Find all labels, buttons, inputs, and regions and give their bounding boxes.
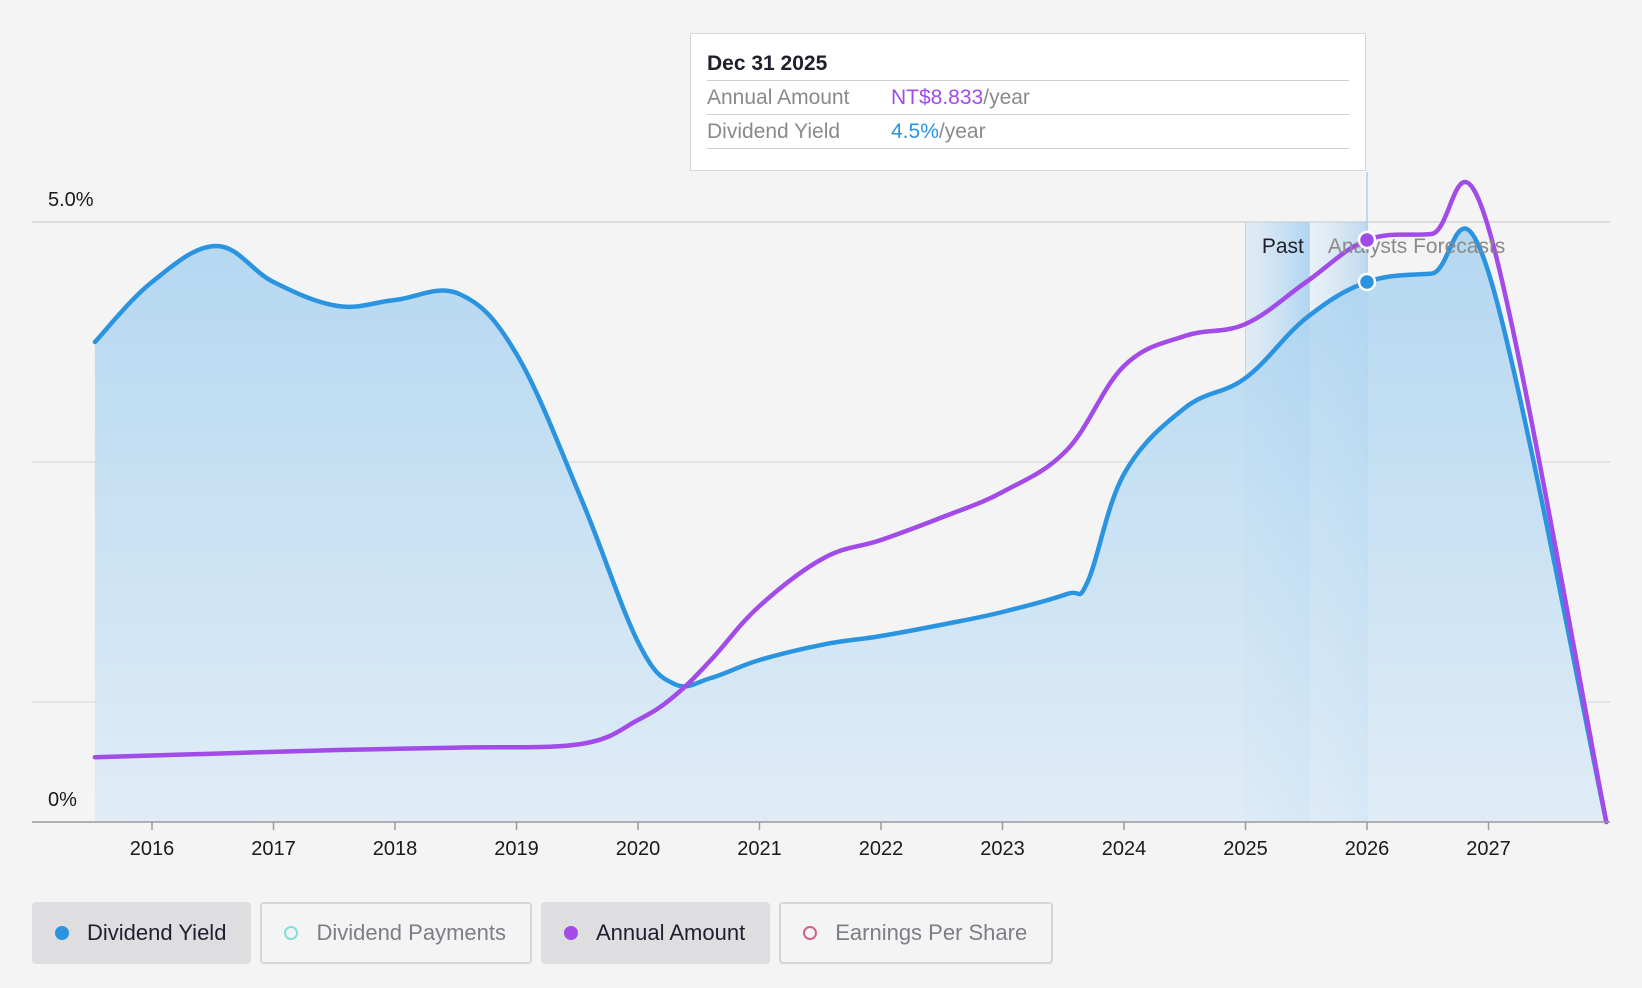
tooltip-value: NT$8.833 bbox=[891, 86, 984, 109]
tooltip-label: Dividend Yield bbox=[707, 120, 841, 143]
dividend-payments-ring-icon bbox=[284, 926, 299, 940]
legend-label: Earnings Per Share bbox=[835, 920, 1028, 945]
annual-amount-line bbox=[92, 179, 1609, 825]
legend-label: Annual Amount bbox=[595, 920, 746, 945]
x-tick-label: 2023 bbox=[980, 838, 1025, 860]
x-tick-label: 2017 bbox=[251, 838, 296, 860]
dividend-yield-hover-point bbox=[1357, 272, 1377, 292]
tooltip-label: Annual Amount bbox=[707, 86, 850, 109]
legend: Dividend Yield Dividend Payments Annual … bbox=[32, 902, 1054, 964]
earnings-per-share-ring-icon bbox=[803, 926, 818, 940]
x-tick-label: 2021 bbox=[737, 838, 782, 860]
tooltip-row-annual-amount: Annual Amount NT$8.833 /year bbox=[707, 81, 1349, 115]
x-tick-label: 2025 bbox=[1223, 838, 1268, 860]
legend-label: Dividend Yield bbox=[87, 920, 227, 945]
tooltip-date: Dec 31 2025 bbox=[707, 48, 1349, 81]
y-tick-label: 0% bbox=[48, 789, 77, 811]
annual-amount-dot-icon bbox=[563, 926, 578, 940]
x-tick-label: 2024 bbox=[1102, 838, 1147, 860]
y-tick-label: 5.0% bbox=[48, 189, 94, 211]
legend-dividend-yield[interactable]: Dividend Yield bbox=[32, 902, 252, 964]
x-tick-label: 2018 bbox=[373, 838, 418, 860]
dividend-yield-dot-icon bbox=[55, 926, 69, 940]
legend-label: Dividend Payments bbox=[316, 920, 506, 945]
x-tick-label: 2020 bbox=[616, 838, 661, 860]
x-tick-label: 2016 bbox=[130, 838, 175, 860]
legend-dividend-payments[interactable]: Dividend Payments bbox=[260, 902, 532, 964]
past-label: Past bbox=[1262, 235, 1304, 258]
dividend-yield-area bbox=[94, 228, 1607, 822]
forecast-label: Analysts Forecasts bbox=[1328, 235, 1505, 258]
tooltip-unit: /year bbox=[938, 120, 986, 143]
x-tick-label: 2019 bbox=[494, 838, 539, 860]
x-tick-label: 2027 bbox=[1466, 838, 1511, 860]
legend-annual-amount[interactable]: Annual Amount bbox=[540, 902, 771, 964]
x-tick-label: 2022 bbox=[859, 838, 904, 860]
tooltip-row-dividend-yield: Dividend Yield 4.5% /year bbox=[707, 115, 1349, 149]
x-tick-label: 2026 bbox=[1345, 838, 1390, 860]
legend-earnings-per-share[interactable]: Earnings Per Share bbox=[779, 902, 1054, 964]
tooltip-value: 4.5% bbox=[891, 120, 939, 143]
tooltip: Dec 31 2025 Annual Amount NT$8.833 /year… bbox=[690, 33, 1366, 171]
annual-amount-hover-point bbox=[1357, 230, 1377, 250]
tooltip-unit: /year bbox=[983, 86, 1030, 109]
